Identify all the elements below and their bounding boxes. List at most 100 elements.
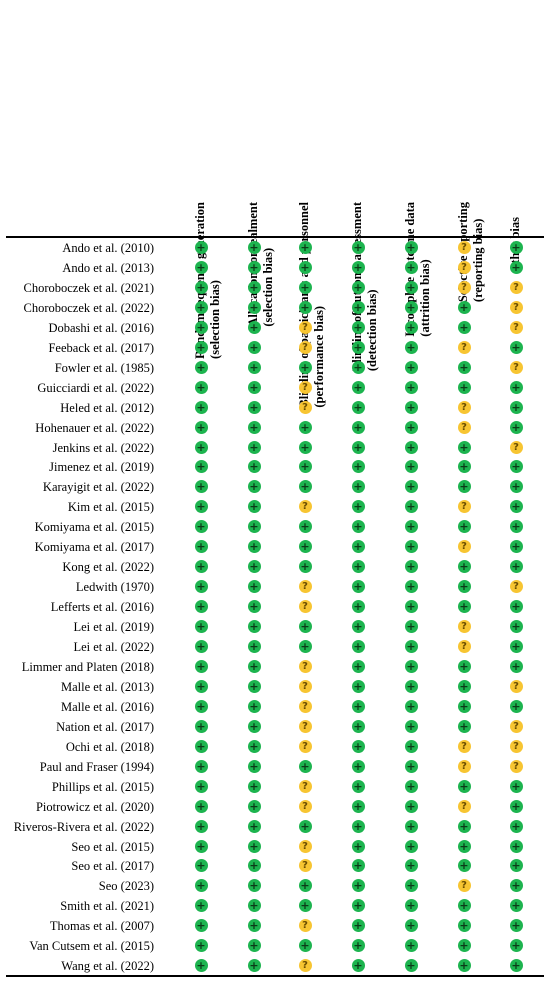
table-row: Smith et al. (2021) + + + + + + + — [0, 896, 550, 916]
study-name: Kim et al. (2015) — [67, 500, 154, 515]
unclear-risk-icon: ? — [298, 380, 312, 394]
table-row: Kong et al. (2022) + + + + + + + — [0, 557, 550, 577]
column-header: Selective reporting(reporting bias) — [456, 4, 492, 302]
low-risk-icon: + — [509, 859, 523, 873]
low-risk-icon: + — [247, 500, 261, 514]
study-name: Kong et al. (2022) — [62, 560, 154, 575]
study-name: Malle et al. (2013) — [60, 679, 154, 694]
low-risk-icon: + — [351, 260, 365, 274]
low-risk-icon: + — [404, 380, 418, 394]
low-risk-icon: + — [404, 939, 418, 953]
low-risk-icon: + — [351, 859, 365, 873]
low-risk-icon: + — [509, 260, 523, 274]
low-risk-icon: + — [194, 420, 208, 434]
low-risk-icon: + — [457, 380, 471, 394]
low-risk-icon: + — [247, 659, 261, 673]
unclear-risk-icon: ? — [457, 400, 471, 414]
low-risk-icon: + — [298, 899, 312, 913]
low-risk-icon: + — [457, 899, 471, 913]
low-risk-icon: + — [404, 400, 418, 414]
table-row: Phillips et al. (2015) + +? + + + + — [0, 777, 550, 797]
unclear-risk-icon: ? — [298, 719, 312, 733]
low-risk-icon: + — [457, 719, 471, 733]
low-risk-icon: + — [351, 340, 365, 354]
low-risk-icon: + — [194, 879, 208, 893]
low-risk-icon: + — [457, 360, 471, 374]
low-risk-icon: + — [457, 440, 471, 454]
low-risk-icon: + — [194, 759, 208, 773]
low-risk-icon: + — [194, 340, 208, 354]
table-row: Paul and Fraser (1994) + + + + +?? — [0, 757, 550, 777]
unclear-risk-icon: ? — [457, 799, 471, 813]
low-risk-icon: + — [404, 340, 418, 354]
low-risk-icon: + — [509, 340, 523, 354]
low-risk-icon: + — [457, 320, 471, 334]
low-risk-icon: + — [194, 460, 208, 474]
low-risk-icon: + — [247, 759, 261, 773]
study-name: Phillips et al. (2015) — [51, 779, 154, 794]
low-risk-icon: + — [351, 879, 365, 893]
low-risk-icon: + — [404, 500, 418, 514]
unclear-risk-icon: ? — [457, 280, 471, 294]
low-risk-icon: + — [457, 859, 471, 873]
study-name: Riveros-Rivera et al. (2022) — [13, 819, 154, 834]
low-risk-icon: + — [509, 879, 523, 893]
low-risk-icon: + — [194, 739, 208, 753]
low-risk-icon: + — [298, 759, 312, 773]
low-risk-icon: + — [351, 779, 365, 793]
low-risk-icon: + — [194, 480, 208, 494]
table-row: Jimenez et al. (2019) + + + + + + + — [0, 457, 550, 477]
low-risk-icon: + — [351, 420, 365, 434]
table-row: Jenkins et al. (2022) + + + + + +? — [0, 438, 550, 458]
table-row: Piotrowicz et al. (2020) + +? + +? + — [0, 797, 550, 817]
table-row: Limmer and Platen (2018) + +? + + + + — [0, 657, 550, 677]
low-risk-icon: + — [404, 480, 418, 494]
unclear-risk-icon: ? — [509, 580, 523, 594]
low-risk-icon: + — [351, 640, 365, 653]
study-name: Seo (2023) — [98, 879, 154, 894]
low-risk-icon: + — [457, 560, 471, 574]
study-name: Smith et al. (2021) — [60, 899, 154, 914]
study-name: Seo et al. (2017) — [71, 859, 154, 874]
table-row: Seo et al. (2015) + +? + + + + — [0, 837, 550, 857]
study-name: Ando et al. (2010) — [62, 241, 154, 255]
study-name: Fowler et al. (1985) — [54, 360, 154, 375]
table-row: Komiyama et al. (2017) + + + + +? + — [0, 537, 550, 557]
low-risk-icon: + — [247, 260, 261, 274]
low-risk-icon: + — [351, 280, 365, 294]
low-risk-icon: + — [509, 939, 523, 953]
column-header: Random sequence generation(selection bia… — [193, 4, 229, 359]
low-risk-icon: + — [351, 799, 365, 813]
low-risk-icon: + — [457, 659, 471, 673]
low-risk-icon: + — [457, 580, 471, 594]
low-risk-icon: + — [247, 719, 261, 733]
study-name: Piotrowicz et al. (2020) — [35, 799, 154, 814]
study-name: Nation et al. (2017) — [56, 719, 154, 734]
low-risk-icon: + — [194, 280, 208, 294]
study-name: Van Cutsem et al. (2015) — [29, 939, 154, 954]
table-row: Heled et al. (2012) + +? + +? + — [0, 398, 550, 418]
low-risk-icon: + — [509, 799, 523, 813]
low-risk-icon: + — [298, 241, 312, 254]
unclear-risk-icon: ? — [298, 699, 312, 713]
low-risk-icon: + — [247, 560, 261, 574]
low-risk-icon: + — [404, 699, 418, 713]
low-risk-icon: + — [509, 919, 523, 933]
low-risk-icon: + — [194, 500, 208, 514]
unclear-risk-icon: ? — [298, 799, 312, 813]
table-row: Lefferts et al. (2016) + +? + + + + — [0, 597, 550, 617]
low-risk-icon: + — [247, 440, 261, 454]
study-name: Karayigit et al. (2022) — [42, 480, 154, 495]
low-risk-icon: + — [404, 779, 418, 793]
low-risk-icon: + — [351, 739, 365, 753]
low-risk-icon: + — [194, 560, 208, 574]
low-risk-icon: + — [509, 819, 523, 833]
low-risk-icon: + — [194, 320, 208, 334]
low-risk-icon: + — [509, 241, 523, 254]
low-risk-icon: + — [351, 540, 365, 554]
unclear-risk-icon: ? — [298, 340, 312, 354]
low-risk-icon: + — [298, 360, 312, 374]
low-risk-icon: + — [457, 699, 471, 713]
low-risk-icon: + — [351, 580, 365, 594]
low-risk-icon: + — [404, 759, 418, 773]
